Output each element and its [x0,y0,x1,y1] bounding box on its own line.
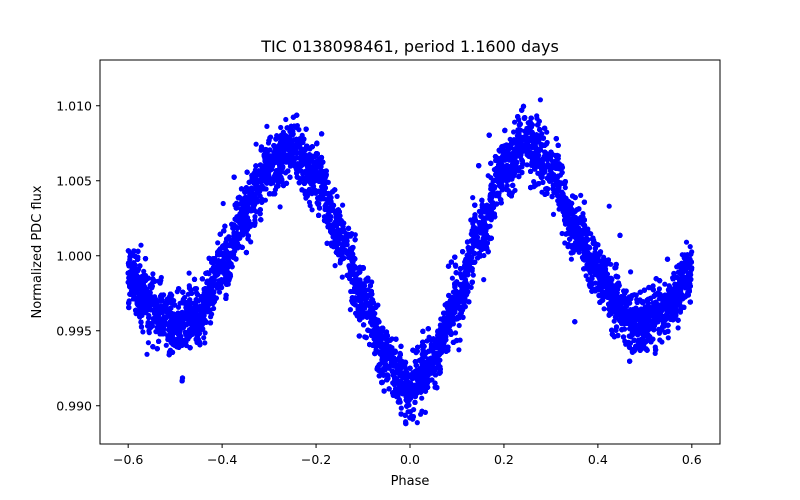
data-point [662,281,668,287]
data-point [628,269,634,275]
data-point [470,272,476,278]
data-point [559,164,566,171]
data-point [666,283,672,289]
data-point [234,225,240,231]
data-point [140,329,146,335]
data-points [125,97,695,427]
data-point [201,335,207,341]
data-point [481,252,487,259]
data-point [138,242,144,248]
data-point [556,193,562,199]
data-point [562,240,568,246]
data-point [175,304,182,310]
data-point [665,335,671,341]
data-point [347,307,353,313]
data-point [633,292,639,298]
data-point [449,275,455,281]
data-point [583,273,589,279]
data-point [578,192,584,198]
data-point [145,340,151,346]
data-point [306,199,313,205]
data-point [452,330,459,336]
data-point [683,239,690,245]
data-point [332,263,338,269]
data-point [531,179,537,185]
data-point [146,330,152,336]
data-point [182,294,188,301]
data-point [150,271,156,277]
data-point [340,202,346,208]
data-point [202,330,208,336]
data-point [568,256,575,262]
data-point [220,200,226,207]
data-point [456,322,462,329]
data-point [606,203,612,209]
chart-title: TIC 0138098461, period 1.1600 days [260,37,559,56]
data-point [264,123,270,129]
data-point [309,207,315,213]
data-point [510,129,517,135]
data-point [511,119,518,125]
data-point [550,211,557,217]
data-point [163,342,169,348]
data-point [470,195,476,201]
data-point [524,162,530,168]
data-point [544,129,550,135]
data-point [141,268,147,274]
data-point [283,116,289,123]
data-point [659,339,665,345]
data-point [339,274,345,280]
data-point [398,405,404,411]
data-point [601,306,607,312]
data-point [419,395,425,401]
data-point [537,97,544,103]
data-point [414,420,420,426]
data-point [278,124,284,131]
data-point [559,230,565,237]
data-point [675,325,681,331]
data-point [334,193,340,199]
data-point [650,283,656,289]
data-point [215,240,221,246]
data-point [296,127,302,133]
data-point [277,204,283,210]
data-point [410,375,416,381]
data-point [252,186,258,192]
data-point [186,270,192,276]
data-point [202,340,208,346]
data-point [144,351,150,357]
data-point [656,286,663,292]
data-point [481,277,487,283]
data-point [253,141,259,147]
data-point [456,347,462,353]
data-point [687,244,693,250]
data-point [562,185,568,191]
data-point [216,289,223,295]
data-point [485,173,491,179]
